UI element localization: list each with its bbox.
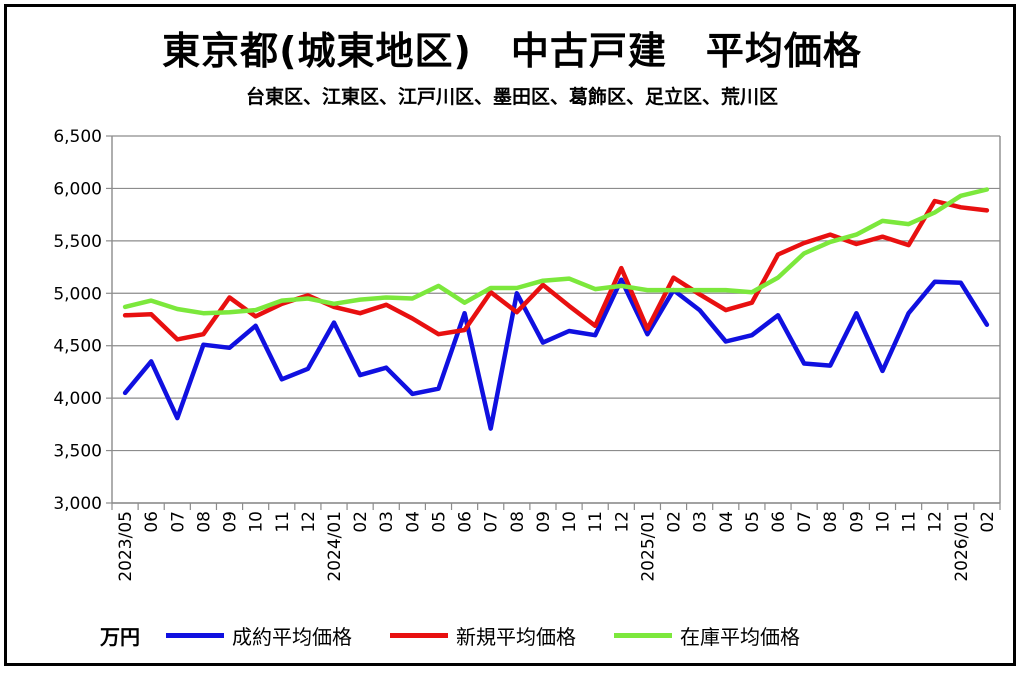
series-line-0 [122,277,990,431]
x-tick-label: 03 [691,511,711,533]
x-tick-label: 07 [168,511,188,533]
unit-label: 万円 [100,624,140,649]
x-tick-label: 09 [221,511,241,533]
x-tick-label: 03 [377,511,397,533]
x-tick-label: 12 [299,511,319,533]
y-tick-label: 5,000 [53,284,102,304]
x-tick-label: 02 [351,511,371,533]
x-tick-label: 08 [508,511,528,533]
y-tick-label: 3,500 [53,442,102,462]
legend-item-stock: 在庫平均価格 [614,621,800,650]
x-tick-label: 11 [900,511,920,533]
x-tick-label: 06 [142,511,162,533]
grid-lines [112,135,1000,504]
y-tick-label: 4,000 [53,389,102,409]
x-tick-label: 2024/01 [325,511,345,582]
x-tick-label: 10 [560,511,580,533]
x-tick-label: 11 [273,511,293,533]
y-tick-label: 3,000 [53,494,102,514]
x-tick-label: 10 [247,511,267,533]
x-tick-label: 08 [194,511,214,533]
x-tick-label: 12 [612,511,632,533]
x-tick-label: 06 [456,511,476,533]
chart-title: 東京都(城東地区) 中古戸建 平均価格 [162,29,862,73]
legend: 万円 成約平均価格 新規平均価格 在庫平均価格 [100,620,838,650]
y-tick-label: 5,500 [53,232,102,252]
series-line-2 [122,187,990,316]
x-tick-label: 11 [586,511,606,533]
legend-swatch-new [390,632,448,638]
series-lines [122,187,990,431]
x-tick-label: 10 [873,511,893,533]
legend-label-contract: 成約平均価格 [232,624,352,649]
x-tick-label: 09 [534,511,554,533]
x-tick-label: 07 [482,511,502,533]
x-axis: 2023/05 06 07 08 09 10 11 12 2024/01 02 03 04 05 06 07… [111,502,1001,582]
x-tick-label: 05 [429,511,449,533]
legend-label-stock: 在庫平均価格 [680,624,800,649]
x-tick-label: 2025/01 [638,511,658,582]
y-tick-label: 6,000 [53,179,102,199]
x-tick-label: 2023/05 [116,511,136,582]
x-tick-label: 05 [743,511,763,533]
y-axis: 3,000 3,500 4,000 4,500 5,000 5,500 6,000 6,500 [53,127,1001,514]
x-tick-label: 06 [769,511,789,533]
legend-swatch-contract [166,632,224,638]
legend-item-new: 新規平均価格 [390,621,576,650]
x-tick-label: 07 [795,511,815,533]
x-tick-label: 04 [717,511,737,533]
x-tick-label: 12 [926,511,946,533]
legend-swatch-stock [614,632,672,638]
x-tick-label: 09 [847,511,867,533]
chart-subtitle: 台東区、江東区、江戸川区、墨田区、葛飾区、足立区、荒川区 [245,86,778,108]
x-tick-label: 02 [665,511,685,533]
x-tick-label: 2026/01 [952,511,972,582]
chart-frame [4,4,1016,666]
x-tick-label: 02 [978,511,998,533]
y-tick-label: 6,500 [53,127,102,147]
legend-label-new: 新規平均価格 [456,624,576,649]
y-tick-label: 4,500 [53,337,102,357]
x-tick-label: 04 [403,511,423,533]
x-tick-label: 08 [821,511,841,533]
legend-item-contract: 成約平均価格 [166,621,352,650]
